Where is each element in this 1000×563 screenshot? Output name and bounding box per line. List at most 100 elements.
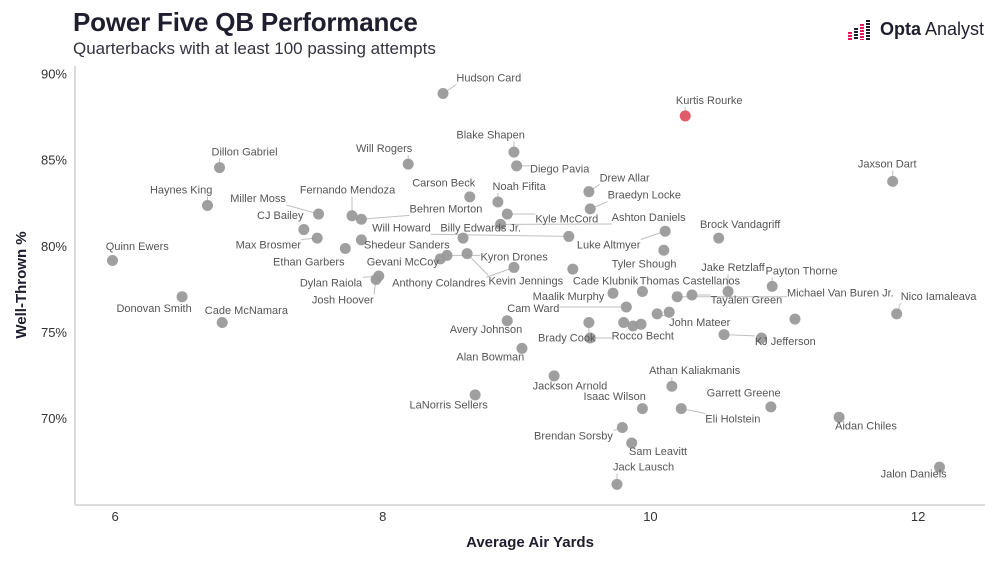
data-point <box>346 210 358 222</box>
point-label: Jalon Daniels <box>881 468 948 480</box>
point-label: Nico Iamaleava <box>901 291 978 303</box>
brand-mark-segment <box>866 32 870 34</box>
point-label: Brendan Sorsby <box>534 431 613 443</box>
point-label: Aidan Chiles <box>835 420 897 432</box>
leader-line <box>286 204 319 215</box>
data-point <box>469 389 481 401</box>
point-label: Shedeur Sanders <box>364 239 450 251</box>
data-point <box>658 244 670 256</box>
point-label: John Mateer <box>669 317 730 329</box>
point-label: Avery Johnson <box>450 324 523 336</box>
data-point <box>891 308 903 320</box>
point-label: Quinn Ewers <box>106 241 169 253</box>
data-point <box>833 411 845 423</box>
data-point <box>887 175 899 187</box>
point-label: Michael Van Buren Jr. <box>787 288 894 300</box>
brand-mark-segment <box>866 20 870 22</box>
data-point <box>508 261 520 273</box>
point-label: Braedyn Locke <box>608 190 681 202</box>
brand-mark-segment <box>860 39 864 40</box>
x-axis-title: Average Air Yards <box>466 534 594 551</box>
data-point <box>495 218 507 230</box>
x-tick-label: 12 <box>911 509 925 524</box>
data-point <box>651 308 663 320</box>
point-label: Blake Shapen <box>456 129 525 141</box>
point-label: Kurtis Rourke <box>676 95 743 107</box>
point-label: Eli Holstein <box>705 413 760 425</box>
opta-bars-icon <box>848 20 870 40</box>
brand-mark-segment <box>854 34 858 36</box>
leader-line <box>430 233 569 237</box>
data-point <box>611 478 623 490</box>
data-point <box>713 232 725 244</box>
point-label: Brady Cook <box>538 332 596 344</box>
data-point <box>106 255 118 267</box>
data-point <box>311 232 323 244</box>
data-point <box>176 291 188 303</box>
point-label: Jack Lausch <box>613 462 674 474</box>
chart-axes: 70% 75% 80% 85% 90% 6 8 10 12 <box>41 66 985 524</box>
brand-mark-segment <box>854 31 858 33</box>
data-points <box>106 88 945 490</box>
data-point <box>339 242 351 254</box>
x-tick-label: 6 <box>112 509 119 524</box>
data-point <box>370 273 382 285</box>
brand-mark-segment <box>860 36 864 38</box>
data-point <box>461 248 473 260</box>
point-label: CJ Bailey <box>257 210 304 222</box>
brand-name: Opta Analyst <box>880 19 984 40</box>
point-label: Kyle McCord <box>535 214 598 226</box>
data-point <box>216 317 228 329</box>
y-tick-label: 90% <box>41 67 67 82</box>
point-label: Alan Bowman <box>456 351 524 363</box>
point-label: Miller Moss <box>230 193 286 205</box>
brand-mark-segment <box>848 35 852 37</box>
data-point <box>355 213 367 225</box>
point-label: Athan Kaliakmanis <box>649 365 741 377</box>
data-point <box>457 232 469 244</box>
point-label: Thomas Castellanos <box>640 276 741 288</box>
point-label: Luke Altmyer <box>577 239 641 251</box>
brand-logo: Opta Analyst <box>848 18 984 40</box>
data-point <box>663 306 675 318</box>
data-point <box>620 301 632 313</box>
point-label: Anthony Colandres <box>392 277 486 289</box>
y-tick-label: 85% <box>41 153 67 168</box>
data-point <box>402 158 414 170</box>
data-point <box>618 317 630 329</box>
data-point <box>718 329 730 341</box>
point-label: Jake Retzlaff <box>701 262 765 274</box>
data-point <box>584 203 596 215</box>
data-point <box>201 199 213 211</box>
point-label: LaNorris Sellers <box>410 400 489 412</box>
data-point <box>686 289 698 301</box>
data-point <box>626 437 638 449</box>
point-label: Ashton Daniels <box>612 212 686 224</box>
brand-mark-segment <box>854 28 858 30</box>
point-label: Tayalen Green <box>711 295 783 307</box>
point-label: Billy Edwards Jr. <box>440 222 521 234</box>
point-label: Diego Pavia <box>530 164 590 176</box>
chart-subtitle: Quarterbacks with at least 100 passing a… <box>73 39 436 58</box>
point-label: Hudson Card <box>456 72 521 84</box>
data-point <box>313 208 325 220</box>
point-label: Ethan Garbers <box>273 257 345 269</box>
x-tick-label: 10 <box>643 509 657 524</box>
data-point <box>583 317 595 329</box>
data-point <box>548 370 560 382</box>
data-point <box>675 403 687 415</box>
brand-name-rest: Analyst <box>925 18 985 39</box>
data-point <box>298 224 310 236</box>
point-label: Isaac Wilson <box>584 391 646 403</box>
data-point <box>501 208 513 220</box>
data-point <box>583 186 595 198</box>
point-label: KJ Jefferson <box>755 336 816 348</box>
point-label: Max Brosmer <box>236 239 302 251</box>
point-label: Cade McNamara <box>205 305 289 317</box>
data-point <box>511 160 523 172</box>
data-point <box>635 318 647 330</box>
brand-mark-segment <box>866 26 870 28</box>
point-label: Tyler Shough <box>612 258 677 270</box>
brand-mark-segment <box>866 38 870 40</box>
